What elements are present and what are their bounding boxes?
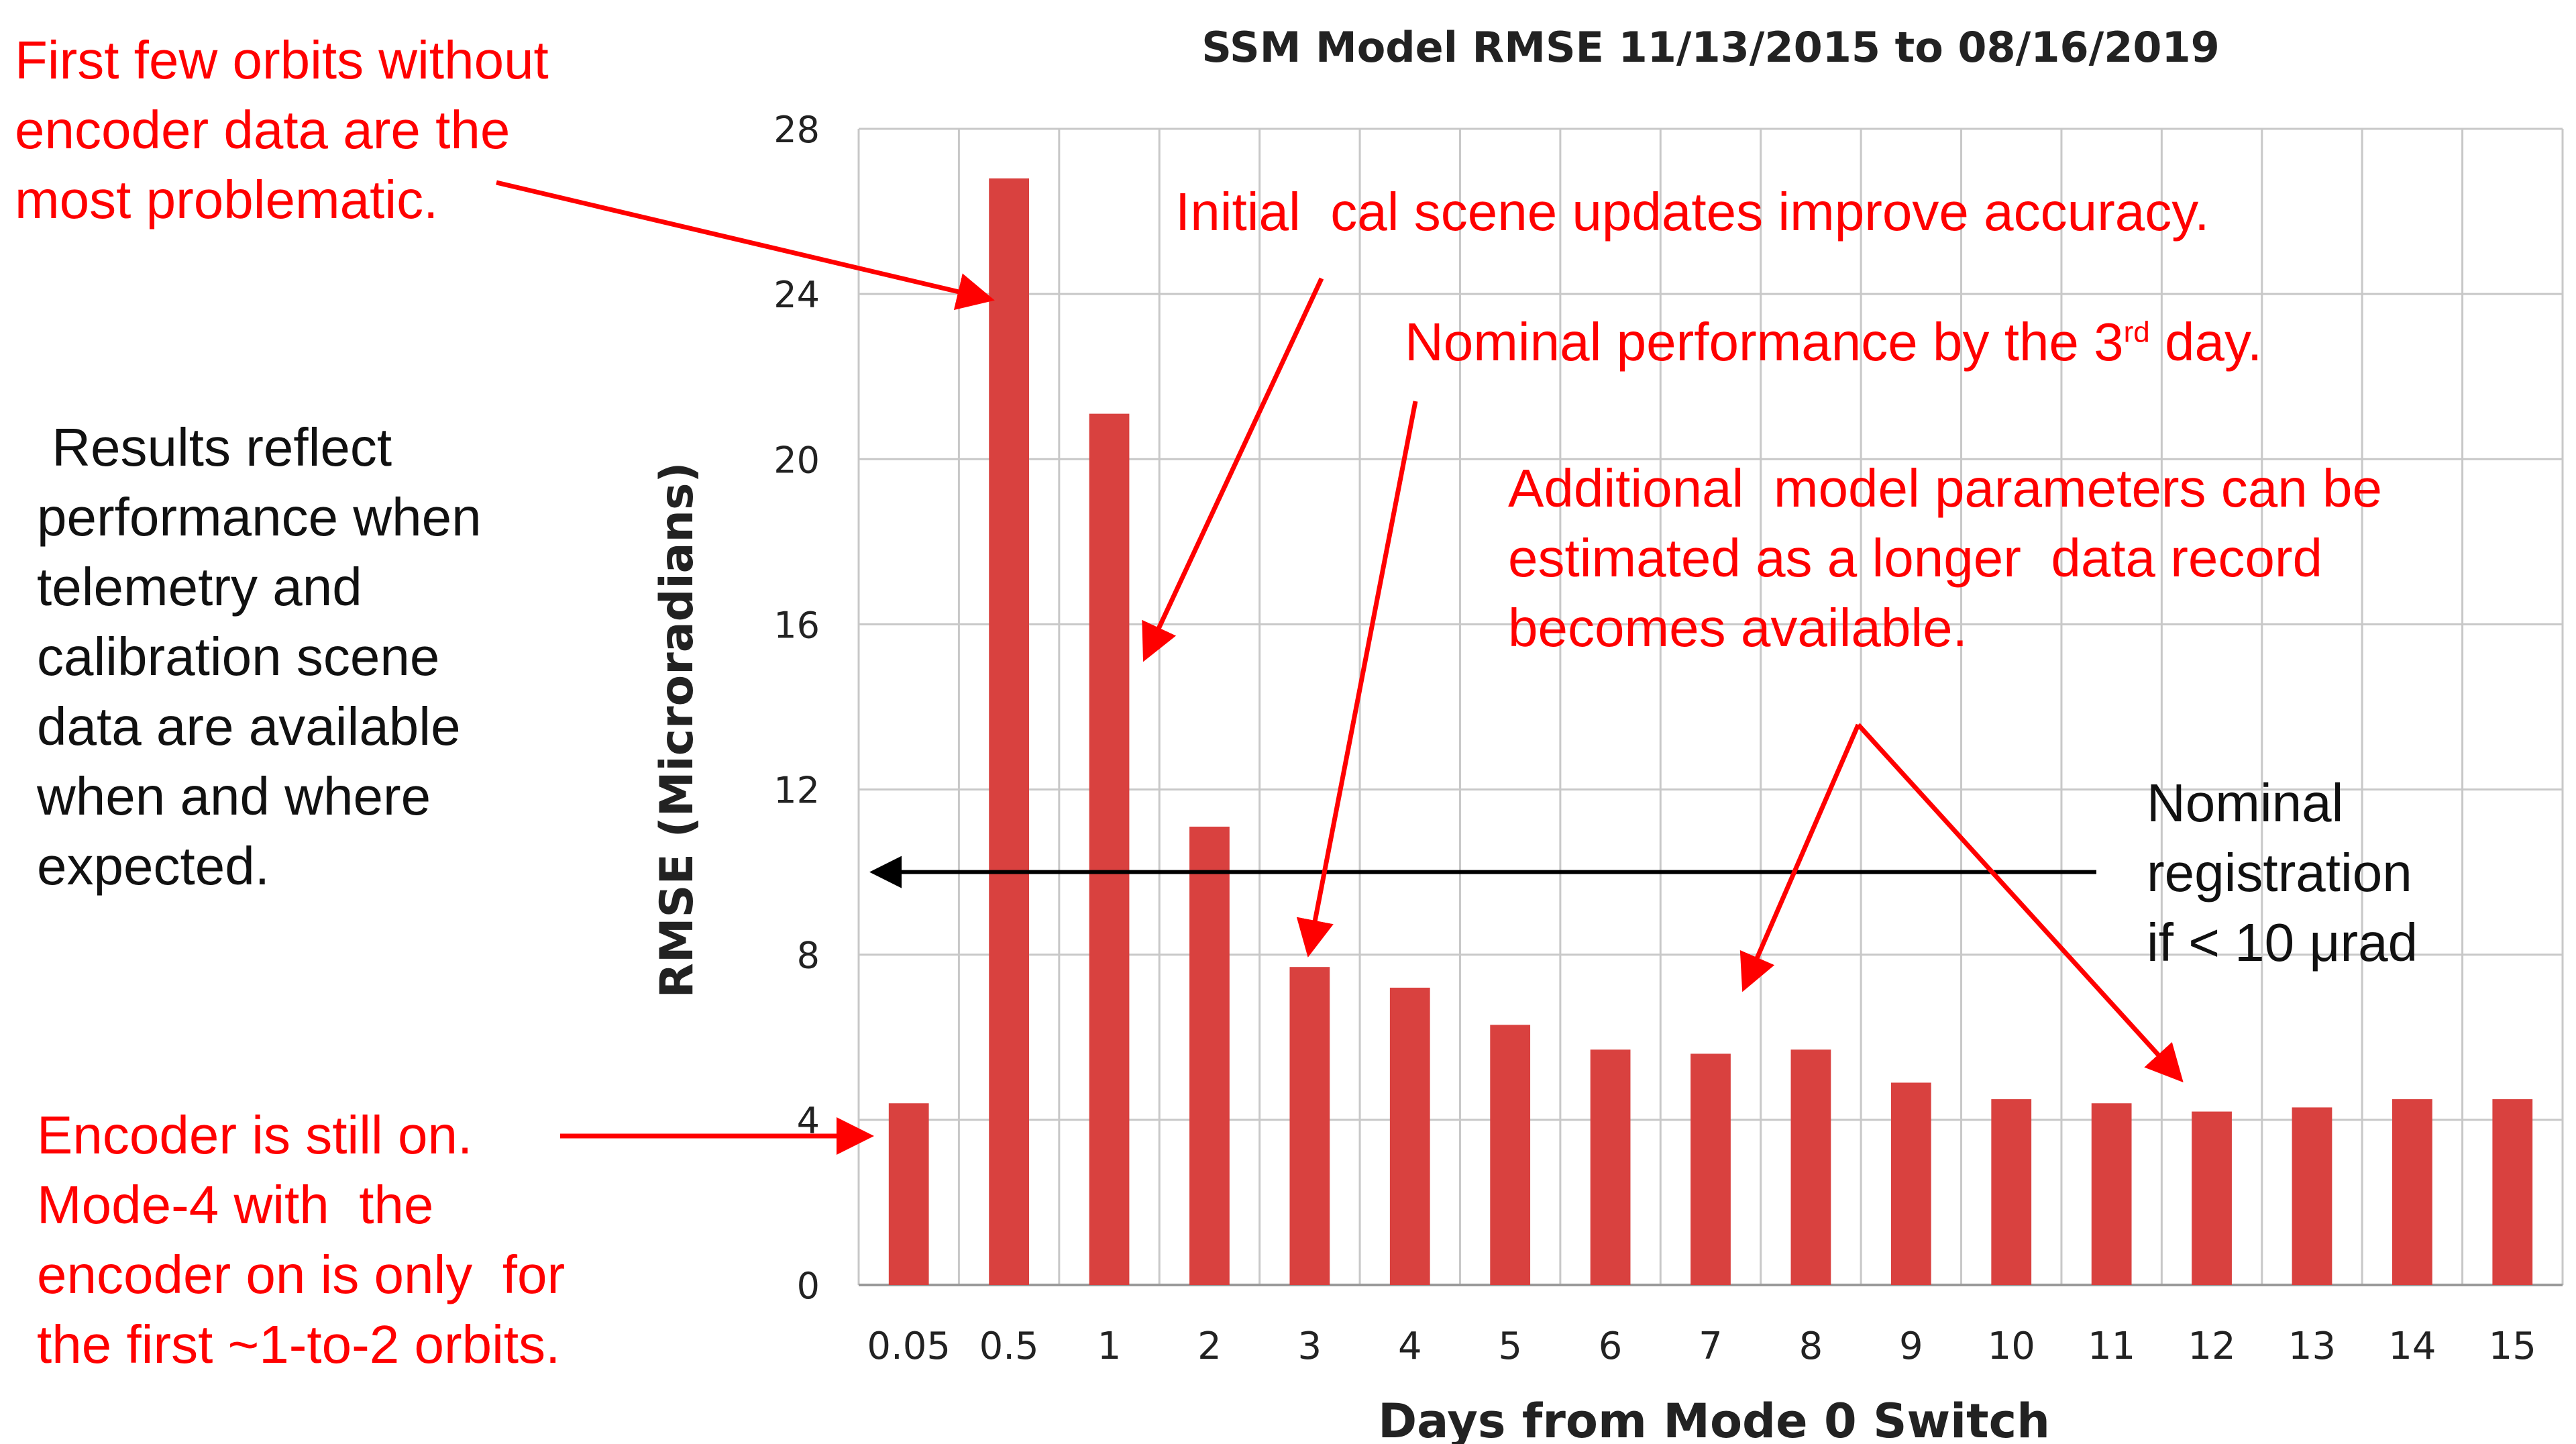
annotation-initial-cal: Initial cal scene updates improve accura… (1175, 182, 2210, 242)
x-axis-label: Days from Mode 0 Switch (1378, 1394, 2050, 1444)
y-axis-label: RMSE (Microradians) (651, 462, 704, 998)
x-tick-label: 8 (1799, 1325, 1823, 1368)
y-tick-label: 24 (773, 274, 820, 316)
nominal-performance-text: Nominal performance by the 3 (1405, 312, 2124, 372)
annotation-results: Results reflect performance when telemet… (37, 417, 482, 896)
annotation-nominal-performance: Nominal performance by the 3rd day. (1405, 307, 2262, 377)
x-tick-label: 5 (1498, 1325, 1522, 1368)
x-tick-label: 9 (1899, 1325, 1923, 1368)
x-tick-label: 0.5 (979, 1325, 1039, 1368)
y-tick-label: 8 (797, 935, 820, 977)
y-tick-label: 28 (773, 109, 820, 151)
arrow-first-orbits (496, 180, 995, 310)
bar-0.5 (989, 178, 1029, 1285)
bar-4 (1389, 987, 1430, 1285)
x-tick-label: 10 (1988, 1325, 2035, 1368)
bar-12 (2192, 1111, 2232, 1285)
arrow-additional-right (1856, 723, 2184, 1083)
x-tick-label: 13 (2288, 1325, 2336, 1368)
bar-13 (2292, 1107, 2332, 1285)
arrow-nominal-perf (1296, 401, 1418, 958)
bars (888, 178, 2533, 1285)
bar-9 (1890, 1082, 1931, 1285)
x-tick-label: 12 (2188, 1325, 2235, 1368)
bar-7 (1690, 1053, 1731, 1285)
bar-10 (1991, 1099, 2032, 1285)
bar-2 (1189, 826, 1230, 1285)
annotation-nominal-registration: Nominal registration if < 10 μrad (2147, 773, 2418, 972)
x-tick-label: 6 (1599, 1325, 1623, 1368)
annotation-additional-params: Additional model parameters can be estim… (1508, 458, 2382, 658)
bar-11 (2091, 1103, 2132, 1285)
y-tick-label: 16 (773, 604, 820, 646)
arrow-additional-left (1739, 723, 1861, 992)
bar-6 (1590, 1049, 1631, 1285)
chart-title: SSM Model RMSE 11/13/2015 to 08/16/2019 (1201, 23, 2220, 72)
nominal-performance-superscript: rd (2123, 315, 2150, 349)
bar-15 (2492, 1099, 2533, 1285)
x-tick-labels: 0.05 0.5 1 2 3 4 5 6 7 8 9 10 11 12 13 14 15 (867, 1325, 2536, 1368)
bar-1 (1089, 413, 1130, 1285)
arrow-initial-cal (1142, 277, 1324, 662)
bar-5 (1490, 1025, 1531, 1285)
x-tick-label: 4 (1398, 1325, 1422, 1368)
grid-lines (857, 127, 2564, 1286)
nominal-performance-end: day. (2149, 312, 2263, 372)
y-tick-label: 20 (773, 439, 820, 481)
x-tick-label: 15 (2489, 1325, 2536, 1368)
x-tick-label: 14 (2388, 1325, 2436, 1368)
bar-8 (1790, 1049, 1831, 1285)
x-tick-label: 1 (1097, 1325, 1122, 1368)
bar-0.05 (888, 1103, 929, 1285)
annotation-encoder-on: Encoder is still on. Mode-4 with the enc… (37, 1105, 566, 1374)
x-tick-label: 0.05 (867, 1325, 951, 1368)
x-tick-label: 7 (1699, 1325, 1723, 1368)
x-tick-label: 3 (1298, 1325, 1322, 1368)
x-tick-label: 2 (1197, 1325, 1222, 1368)
y-tick-label: 0 (797, 1265, 820, 1307)
x-tick-label: 11 (2088, 1325, 2135, 1368)
annotation-first-orbits: First few orbits without encoder data ar… (15, 30, 549, 229)
y-tick-label: 12 (773, 770, 820, 812)
bar-3 (1289, 967, 1330, 1285)
bar-14 (2392, 1099, 2432, 1285)
